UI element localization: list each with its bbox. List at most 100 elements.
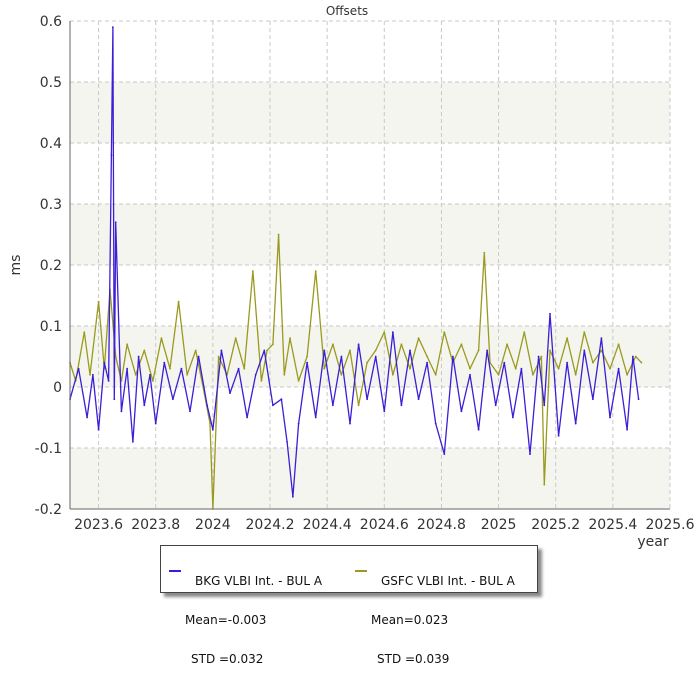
series-point-0	[366, 398, 369, 401]
series-point-1	[374, 349, 377, 352]
series-point-0	[557, 434, 560, 437]
series-layer	[69, 26, 643, 510]
grid-band	[70, 204, 670, 265]
series-point-0	[91, 373, 94, 376]
series-point-0	[391, 331, 394, 333]
legend-mean-bkg: Mean=-0.003	[185, 613, 267, 627]
series-point-1	[297, 380, 300, 382]
series-point-0	[271, 404, 274, 407]
series-point-1	[400, 343, 403, 346]
series-point-1	[506, 343, 509, 346]
series-point-1	[209, 422, 211, 425]
legend-swatch-gsfc	[355, 570, 367, 572]
y-tick-label: 0	[53, 380, 62, 396]
series-point-0	[77, 367, 80, 370]
series-point-1	[243, 367, 246, 370]
series-point-0	[286, 441, 289, 443]
series-point-0	[126, 367, 129, 370]
series-point-0	[120, 410, 123, 413]
series-point-0	[171, 398, 174, 401]
series-point-0	[486, 349, 489, 352]
series-point-0	[460, 410, 463, 413]
series-point-0	[349, 422, 351, 425]
series-point-0	[417, 398, 420, 401]
series-point-1	[266, 349, 269, 352]
series-point-0	[566, 361, 569, 364]
series-point-1	[600, 349, 603, 352]
series-point-1	[574, 373, 577, 376]
series-point-1	[89, 373, 91, 376]
series-point-0	[451, 355, 454, 358]
series-point-0	[626, 428, 629, 431]
series-point-0	[617, 367, 620, 370]
series-point-0	[543, 404, 546, 407]
series-point-0	[107, 380, 110, 382]
series-point-1	[251, 270, 254, 272]
series-point-0	[374, 355, 377, 358]
series-point-0	[237, 367, 240, 370]
plot-area	[70, 21, 670, 509]
series-point-0	[426, 361, 429, 364]
series-point-0	[206, 404, 209, 407]
x-axis-label: year	[637, 534, 668, 550]
series-point-0	[314, 416, 317, 419]
grid-band	[70, 21, 670, 82]
series-point-0	[383, 410, 386, 413]
series-point-0	[103, 361, 106, 364]
legend: BKG VLBI Int. - BUL A Mean=-0.003 STD =0…	[160, 545, 538, 666]
series-point-0	[306, 361, 309, 364]
grid-band	[70, 387, 670, 448]
series-point-1	[143, 349, 146, 352]
x-tick-label: 2025.2	[531, 517, 580, 533]
series-point-0	[591, 398, 594, 401]
series-point-1	[483, 251, 486, 254]
y-tick-label: 0.1	[40, 319, 62, 335]
series-point-0	[357, 343, 360, 346]
y-tick-label: 0.5	[40, 75, 62, 91]
series-point-1	[557, 367, 560, 370]
legend-std-gsfc: STD =0.039	[377, 652, 450, 666]
x-tick-label: 2024.4	[303, 517, 352, 533]
y-tick-label: 0.4	[40, 136, 62, 152]
series-point-1	[469, 367, 471, 370]
series-point-1	[340, 373, 343, 376]
x-tick-label: 2023.6	[74, 517, 123, 533]
series-point-1	[591, 361, 594, 364]
grid-band	[70, 82, 670, 143]
series-point-1	[314, 270, 317, 272]
chart-title: Offsets	[326, 4, 368, 18]
series-point-1	[357, 404, 360, 407]
y-tick-label: -0.1	[35, 441, 62, 457]
series-point-0	[291, 495, 294, 498]
series-point-0	[211, 428, 214, 431]
series-point-0	[469, 373, 471, 376]
legend-swatch-bkg	[169, 570, 181, 572]
series-point-0	[163, 361, 166, 364]
series-point-0	[111, 26, 114, 28]
y-axis-label: ms	[8, 255, 24, 276]
series-point-0	[110, 154, 113, 157]
series-point-0	[520, 367, 523, 370]
series-point-0	[503, 361, 506, 364]
series-point-0	[443, 453, 446, 455]
series-point-1	[97, 300, 100, 303]
series-point-0	[86, 416, 89, 419]
series-point-0	[631, 355, 634, 358]
series-point-0	[263, 349, 266, 352]
series-point-0	[600, 337, 603, 340]
series-point-0	[229, 392, 231, 394]
x-tick-label: 2025	[481, 517, 517, 533]
series-point-1	[391, 373, 394, 376]
legend-std-bkg: STD =0.032	[191, 652, 264, 666]
series-point-0	[549, 312, 551, 315]
series-point-0	[137, 355, 140, 358]
series-point-0	[583, 349, 586, 352]
series-point-1	[583, 331, 586, 333]
x-tick-label: 2023.8	[131, 517, 180, 533]
series-point-1	[349, 349, 351, 352]
legend-mean-gsfc: Mean=0.023	[371, 613, 449, 627]
series-point-1	[617, 343, 620, 346]
series-point-0	[574, 422, 577, 425]
series-point-0	[400, 404, 403, 407]
series-point-0	[114, 221, 117, 224]
